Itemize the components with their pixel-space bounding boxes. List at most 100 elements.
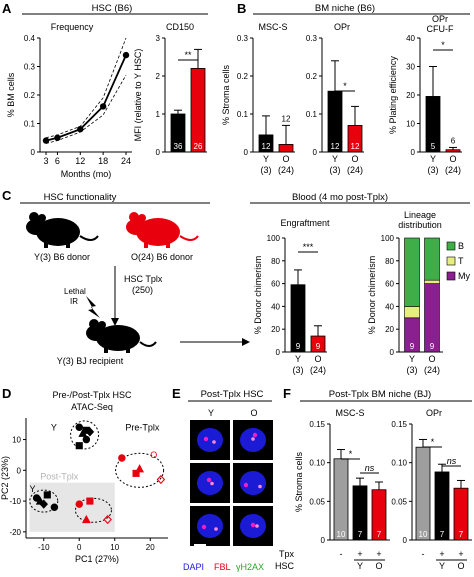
lineage-y-tick-label: 40	[385, 302, 394, 311]
freq-x-tick-label: 18	[98, 156, 108, 166]
f-opr-y-tick-label: 0.15	[391, 420, 407, 429]
focus-h2ax	[214, 527, 218, 531]
lineage-title-1: Lineage	[404, 210, 436, 220]
cd150-y-tick-label: 3	[156, 34, 161, 43]
nucleolus-fbl	[201, 524, 207, 530]
pca-y-tick-label: 10	[12, 436, 21, 445]
cd150-bar	[190, 68, 206, 153]
engraft-x-tick-label: Y	[295, 354, 301, 364]
microscopy-grid	[190, 420, 273, 546]
opr-title: OPr	[334, 22, 350, 32]
msc-s-x-tick-sublabel: (3)	[261, 165, 272, 175]
f-opr-hsc-value: O	[457, 561, 464, 571]
cfuf-y-tick-label: 0	[411, 148, 416, 157]
f-opr-n-label: 7	[440, 530, 445, 539]
cfuf-y-tick-label: 30	[406, 63, 415, 72]
engraft-x-tick-sublabel: (3)	[293, 365, 304, 375]
freq-title: Frequency	[51, 22, 94, 32]
pca-scatter-chart: -20 -10 0 10 -10 0 10 20 PC1 (27%) PC2 (23%) Pre-T…	[0, 418, 168, 564]
pca-y-tick-label: -10	[9, 497, 21, 506]
pca-point-young-pre	[82, 435, 91, 444]
opr-x-tick-sublabel: (3)	[330, 165, 341, 175]
engraft-y-tick-label: 80	[271, 257, 280, 266]
freq-x-tick-label: 12	[75, 156, 85, 166]
panel-letter-e: E	[172, 386, 181, 401]
panel-b-header: BM niche (B6)	[315, 3, 375, 14]
cfuf-n-label: 6	[451, 136, 456, 145]
pca-y-label: PC2 (23%)	[0, 456, 10, 500]
pca-x-tick-label: -10	[38, 543, 50, 552]
panel-letter-b: B	[237, 1, 246, 16]
nucleolus-fbl	[206, 477, 212, 483]
panel-e-header: Post-Tplx HSC	[201, 389, 264, 400]
focus-h2ax	[210, 481, 214, 486]
tplx-label-1: HSC Tplx	[124, 274, 163, 284]
panel-letter-c: C	[2, 188, 12, 203]
f-msc-n-label: 7	[377, 530, 382, 539]
lineage-x-tick-label: Y	[409, 354, 415, 364]
nucleus-dapi	[240, 471, 266, 495]
cfuf-y-tick-label: 20	[406, 91, 415, 100]
lineage-y-tick-label: 60	[385, 280, 394, 289]
opr-y-tick-label: 0.2	[306, 72, 318, 81]
legend-swatch-my	[446, 271, 456, 281]
tplx-arrowhead	[111, 318, 119, 326]
cfuf-y-tick-label: 40	[406, 34, 415, 43]
old-post-ellipse	[74, 497, 112, 523]
micro-col-y: Y	[208, 408, 214, 418]
panel-f-header: Post-Tplx BM niche (BJ)	[329, 389, 431, 400]
engraft-y-label: % Donor chimerism	[253, 256, 263, 335]
f-opr-tpx-value: -	[422, 549, 425, 559]
msc-s-n-label: 12	[262, 142, 271, 151]
f-msc-hsc-value: O	[375, 561, 382, 571]
lineage-segment-b	[424, 237, 440, 281]
msc-s-y-tick-label: 0.1	[237, 110, 249, 119]
cfuf-title-2: CFU-F	[427, 24, 454, 34]
f-msc-n-label: 7	[358, 530, 363, 539]
engraft-y-tick-label: 0	[276, 348, 281, 357]
lineage-y-tick-label: 0	[390, 348, 395, 357]
f-msc-s-title: MSC-S	[336, 408, 365, 418]
cfuf-n-label: 5	[431, 142, 436, 151]
cd150-sig-label: **	[184, 50, 192, 60]
pca-point-young-pre	[75, 442, 83, 450]
pca-o-pre-label: O	[150, 450, 157, 460]
pca-y-tick-label: -20	[9, 528, 21, 537]
legend-label-t: T	[458, 256, 464, 266]
lightning-icon	[86, 296, 100, 318]
pca-title-2: ATAC-Seq	[71, 402, 113, 412]
pca-point-old-post	[75, 500, 84, 508]
cd150-y-label: MFI (relative to Y HSC)	[133, 49, 143, 142]
freq-lower-bound	[45, 74, 127, 144]
f-msc-hsc-value: Y	[357, 561, 363, 571]
nucleolus-fbl	[252, 432, 258, 438]
focus-h2ax	[258, 484, 262, 489]
pca-point-young-post	[50, 503, 59, 511]
lineage-n-label: 9	[430, 342, 435, 351]
flow-arrowhead	[242, 338, 250, 346]
pca-post-tplx-label: Post-Tplx	[40, 472, 79, 482]
niche-msc-s-bar-chart: 0 0.05 0.10 0.15 % Stroma cells 10 7 7 - + + Y O * ns	[294, 420, 390, 571]
pca-point-young-pre	[78, 428, 88, 437]
lineage-x-tick-sublabel: (24)	[424, 365, 440, 375]
pca-y-post-label: Y	[30, 484, 36, 494]
old-donor-mouse	[126, 212, 199, 248]
cfuf-title-1: OPr	[432, 14, 448, 24]
f-msc-sig-label: *	[349, 449, 353, 459]
pca-point-old-pre	[132, 469, 140, 477]
pca-x-tick-label: 0	[77, 543, 82, 552]
engraftment-title: Engraftment	[280, 218, 330, 228]
engraftment-bar-chart: 0 20 40 60 80 100 % Donor chimerism 9 Y(3) 9 O(24)…	[253, 234, 327, 375]
engraft-y-tick-label: 20	[271, 325, 280, 334]
freq-point	[42, 137, 50, 144]
nucleolus-fbl	[203, 436, 209, 442]
msc-s-y-tick-label: 0.2	[237, 72, 249, 81]
f-opr-tpx-value: +	[458, 549, 463, 559]
freq-y-tick-label: 0	[31, 148, 36, 157]
opr-x-tick-label: O	[351, 154, 358, 164]
panel-c-header: HSC functionality	[44, 192, 117, 203]
f-msc-tpx-value: +	[357, 549, 362, 559]
f-msc-y-tick-label: 0	[321, 536, 326, 545]
pca-point-old-post	[86, 497, 94, 505]
pca-point-old-pre	[118, 454, 126, 462]
